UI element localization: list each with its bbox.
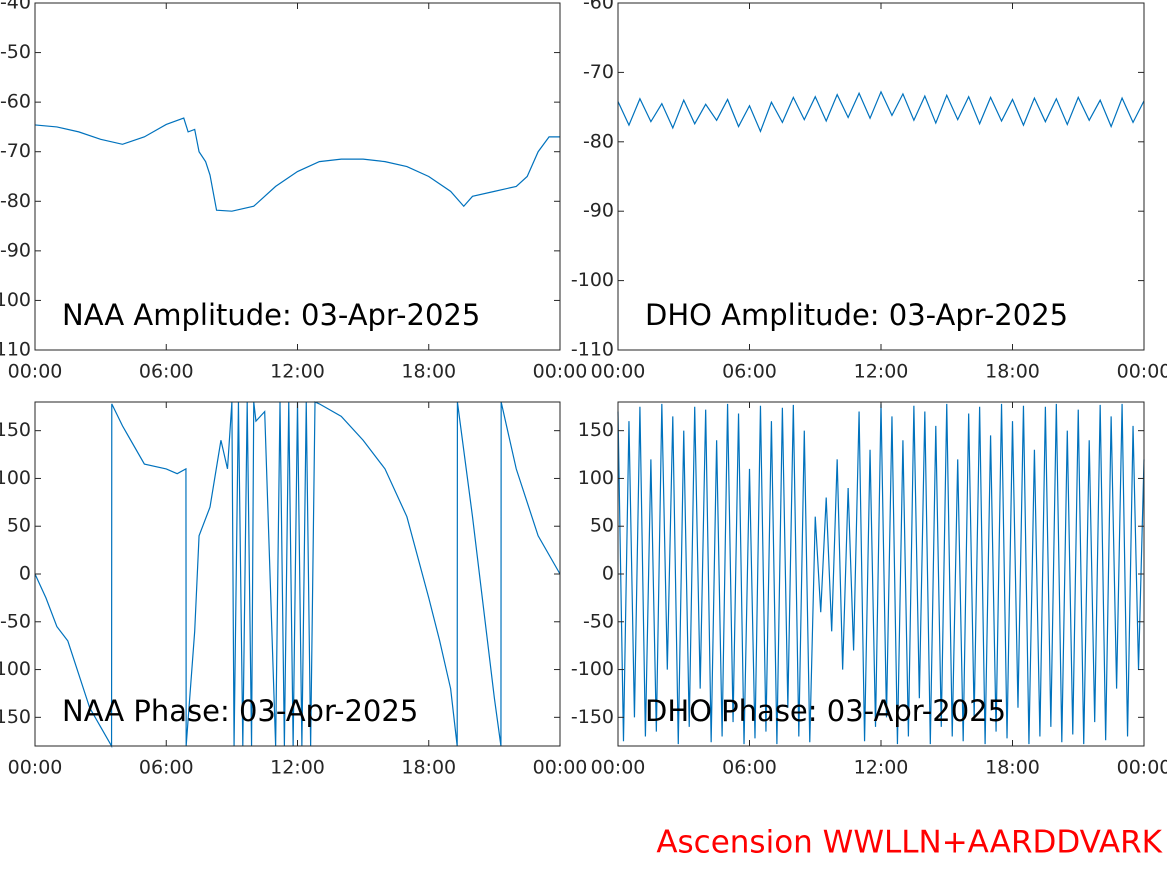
- x-tick-label: 00:00: [1117, 757, 1167, 779]
- subplot-title: DHO Phase: 03-Apr-2025: [645, 694, 1006, 728]
- y-tick-label: 100: [0, 467, 31, 489]
- x-tick-label: 00:00: [591, 757, 646, 779]
- y-tick-label: -100: [571, 269, 614, 291]
- subplot-title: DHO Amplitude: 03-Apr-2025: [645, 298, 1068, 332]
- y-tick-label: -80: [0, 190, 31, 212]
- subplot: -150 -100 -50 0 50 100 150 00:00 06:00 12:00 18:00…: [0, 401, 588, 779]
- y-tick-label: 50: [7, 515, 31, 537]
- x-tick-label: 18:00: [985, 757, 1040, 779]
- subplot-title: NAA Amplitude: 03-Apr-2025: [62, 298, 480, 332]
- x-tick-label: 18:00: [985, 361, 1040, 383]
- subplot: -110 -100 -90 -80 -70 -60 00:00 06:00 12:00 18:00…: [571, 0, 1167, 383]
- data-line: [34, 401, 561, 749]
- y-tick-label: -110: [0, 339, 31, 361]
- x-tick-label: 00:00: [533, 361, 588, 383]
- x-tick-label: 06:00: [139, 757, 194, 779]
- y-tick-label: -60: [0, 91, 31, 113]
- footer: Ascension WWLLN+AARDDVARK: [656, 825, 1162, 861]
- y-tick-label: -100: [0, 289, 31, 311]
- axes-background: [618, 3, 1144, 350]
- x-tick-label: 06:00: [139, 361, 194, 383]
- y-tick-label: -150: [571, 706, 614, 728]
- y-tick-label: -150: [0, 706, 31, 728]
- y-tick-label: -90: [583, 200, 614, 222]
- y-tick-label: -50: [0, 41, 31, 63]
- x-tick-label: 06:00: [722, 361, 777, 383]
- subplot-title: NAA Phase: 03-Apr-2025: [62, 694, 418, 728]
- y-tick-label: -60: [583, 0, 614, 14]
- y-tick-label: 0: [19, 563, 31, 585]
- x-tick-label: 00:00: [8, 361, 63, 383]
- x-tick-label: 06:00: [722, 757, 777, 779]
- y-tick-label: -40: [0, 0, 31, 14]
- subplot: -150 -100 -50 0 50 100 150 00:00 06:00 12:00 18:00…: [571, 401, 1167, 779]
- y-tick-label: -100: [571, 658, 614, 680]
- y-tick-label: 50: [590, 515, 614, 537]
- y-tick-label: 150: [0, 419, 31, 441]
- y-tick-label: -100: [0, 658, 31, 680]
- x-tick-label: 12:00: [854, 757, 909, 779]
- x-tick-label: 12:00: [270, 361, 325, 383]
- x-tick-label: 00:00: [533, 757, 588, 779]
- y-tick-label: -80: [583, 130, 614, 152]
- data-line: [34, 117, 560, 212]
- x-tick-label: 18:00: [401, 757, 456, 779]
- y-tick-label: -50: [583, 610, 614, 632]
- data-line: [617, 90, 1145, 134]
- y-tick-label: 150: [578, 419, 614, 441]
- x-tick-label: 00:00: [591, 361, 646, 383]
- axes-background: [618, 402, 1144, 746]
- subplot: -110 -100 -90 -80 -70 -60 -50 -40 00:00 06:00 12:0…: [0, 0, 587, 383]
- y-tick-label: -110: [571, 339, 614, 361]
- y-tick-label: -70: [0, 140, 31, 162]
- y-tick-label: -90: [0, 239, 31, 261]
- y-tick-label: -50: [0, 610, 31, 632]
- x-tick-label: 00:00: [8, 757, 63, 779]
- x-tick-label: 12:00: [854, 361, 909, 383]
- y-tick-label: 100: [578, 467, 614, 489]
- y-tick-label: 0: [602, 563, 614, 585]
- x-tick-label: 12:00: [270, 757, 325, 779]
- x-tick-label: 18:00: [401, 361, 456, 383]
- y-tick-label: -70: [583, 61, 614, 83]
- x-tick-label: 00:00: [1117, 361, 1167, 383]
- axes-background: [35, 402, 560, 746]
- axes-background: [35, 3, 560, 350]
